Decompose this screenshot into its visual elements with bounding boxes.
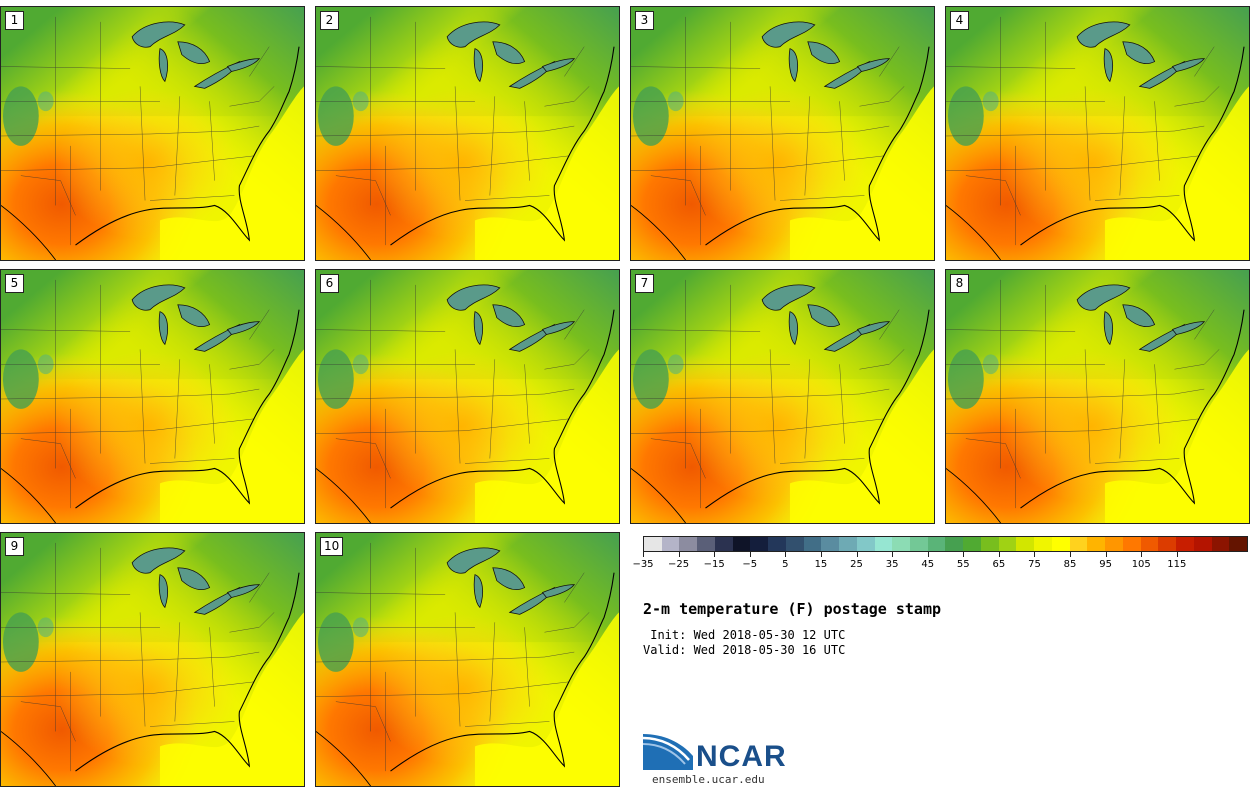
colorbar-tick-label: 85 — [1063, 559, 1077, 570]
colorbar-bin — [1051, 537, 1070, 551]
colorbar-tick — [643, 552, 644, 557]
logo-url: ensemble.ucar.edu — [652, 773, 765, 786]
colorbar-tick — [1034, 552, 1036, 557]
colorbar-tick — [820, 552, 822, 557]
postage-stamp-panel-2: 2 — [315, 6, 620, 261]
member-label: 3 — [635, 11, 654, 30]
colorbar-bin — [697, 537, 715, 551]
colorbar-bin — [1229, 537, 1247, 551]
colorbar-bin — [768, 537, 786, 551]
colorbar-tick-label: −25 — [668, 559, 690, 570]
colorbar-tick-label: −15 — [703, 559, 725, 570]
colorbar-bin — [892, 537, 911, 551]
postage-stamp-panel-7: 7 — [630, 269, 935, 524]
colorbar-bin — [1105, 537, 1123, 551]
colorbar-tick — [963, 552, 965, 557]
temperature-colorbar — [643, 536, 1248, 552]
colorbar-tick — [714, 552, 716, 557]
colorbar-bin — [998, 537, 1017, 551]
colorbar-ticks: −35 −25 −15 −5 5 15 25 35 45 55 65 75 85 95 105 115 — [632, 552, 1248, 574]
colorbar-bin — [1193, 537, 1212, 551]
colorbar-tick-label: 65 — [992, 559, 1006, 570]
colorbar-bin — [803, 537, 822, 551]
valid-time: Valid: Wed 2018-05-30 16 UTC — [643, 643, 846, 657]
colorbar-tick — [998, 552, 1000, 557]
ncar-logo-icon — [643, 734, 693, 770]
colorbar-tick-label: 25 — [850, 559, 863, 570]
colorbar-bin — [679, 537, 698, 551]
colorbar-bin — [714, 537, 733, 551]
colorbar-tick-label: 55 — [956, 559, 970, 570]
colorbar-tick-label: −5 — [742, 559, 758, 570]
colorbar-bin — [963, 537, 981, 551]
colorbar-tick — [856, 552, 858, 557]
colorbar-bin — [910, 537, 928, 551]
colorbar-tick-label: 35 — [885, 559, 899, 570]
colorbar-tick — [1176, 552, 1178, 557]
colorbar-tick — [927, 552, 929, 557]
colorbar-bin — [821, 537, 840, 551]
colorbar-bin — [1069, 537, 1088, 551]
postage-stamp-panel-5: 5 — [0, 269, 305, 524]
member-label: 8 — [950, 274, 969, 293]
colorbar-bin — [1087, 537, 1106, 551]
colorbar-bin — [644, 537, 662, 551]
colorbar-tick — [1105, 552, 1107, 557]
postage-stamp-panel-4: 4 — [945, 6, 1250, 261]
colorbar-tick — [892, 552, 894, 557]
colorbar-tick-label: 45 — [921, 559, 935, 570]
colorbar-tick — [678, 552, 680, 557]
colorbar-bin — [1158, 537, 1177, 551]
colorbar-tick-label: 5 — [782, 559, 789, 570]
colorbar-tick-label: −35 — [632, 559, 654, 570]
colorbar-tick — [1141, 552, 1143, 557]
colorbar-tick — [1070, 552, 1072, 557]
member-label: 6 — [320, 274, 339, 293]
colorbar-bin — [1016, 537, 1035, 551]
postage-stamp-panel-10: 10 — [315, 532, 620, 787]
init-time: Init: Wed 2018-05-30 12 UTC — [643, 628, 846, 642]
colorbar-bin — [874, 537, 893, 551]
colorbar-bin — [1122, 537, 1141, 551]
colorbar-bin — [1140, 537, 1159, 551]
member-label: 2 — [320, 11, 339, 30]
colorbar-tick — [749, 552, 751, 557]
colorbar-bin — [661, 537, 680, 551]
member-label: 10 — [320, 537, 344, 556]
colorbar-tick-label: 105 — [1131, 559, 1151, 570]
colorbar-bin — [1034, 537, 1052, 551]
colorbar-tick-label: 115 — [1167, 559, 1187, 570]
colorbar-tick-label: 95 — [1099, 559, 1113, 570]
colorbar-bin — [1211, 537, 1230, 551]
colorbar-bin — [785, 537, 804, 551]
colorbar-bin — [732, 537, 751, 551]
member-label: 1 — [5, 11, 24, 30]
member-label: 5 — [5, 274, 24, 293]
postage-stamp-panel-3: 3 — [630, 6, 935, 261]
colorbar-bin — [839, 537, 857, 551]
member-label: 7 — [635, 274, 654, 293]
postage-stamp-panel-1: 1 — [0, 6, 305, 261]
ncar-logo-text: NCAR — [696, 740, 787, 773]
colorbar-bin — [980, 537, 999, 551]
postage-stamp-panel-6: 6 — [315, 269, 620, 524]
colorbar-tick-label: 75 — [1028, 559, 1041, 570]
colorbar-bin — [856, 537, 875, 551]
colorbar-bin — [750, 537, 769, 551]
colorbar-bin — [1176, 537, 1194, 551]
colorbar-bin — [927, 537, 946, 551]
postage-stamp-panel-9: 9 — [0, 532, 305, 787]
colorbar-tick-label: 15 — [814, 559, 828, 570]
member-label: 9 — [5, 537, 24, 556]
plot-title: 2-m temperature (F) postage stamp — [643, 600, 942, 618]
postage-stamp-panel-8: 8 — [945, 269, 1250, 524]
colorbar-tick — [785, 552, 787, 557]
member-label: 4 — [950, 11, 969, 30]
colorbar-bin — [945, 537, 964, 551]
